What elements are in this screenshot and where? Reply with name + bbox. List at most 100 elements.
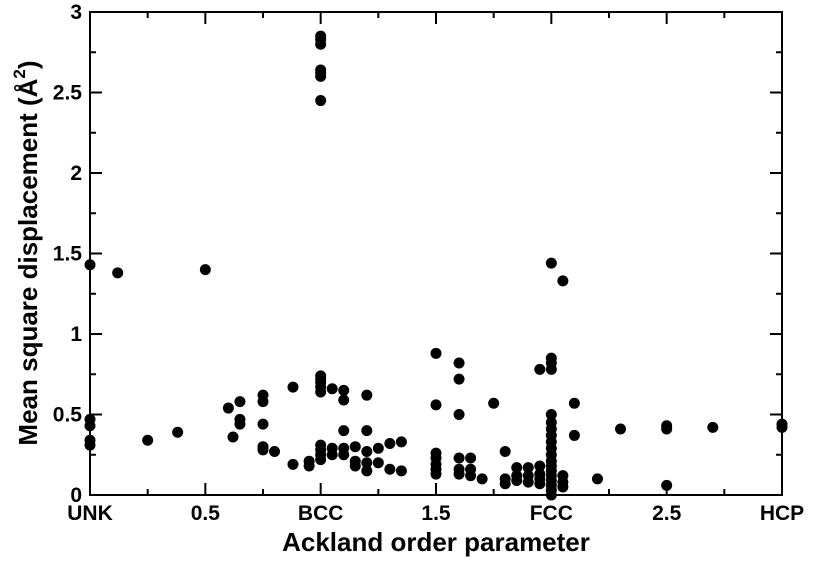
data-point bbox=[557, 275, 569, 287]
y-tick-label: 3 bbox=[70, 1, 82, 24]
data-point bbox=[545, 489, 557, 501]
y-tick-label: 2 bbox=[70, 162, 82, 185]
y-axis-title-text: Mean square displacement (Å bbox=[13, 78, 43, 445]
data-point bbox=[372, 457, 384, 469]
x-tick-label: BCC bbox=[298, 502, 344, 525]
data-point bbox=[465, 470, 477, 482]
y-tick-label: 1.5 bbox=[53, 243, 83, 266]
data-point bbox=[361, 457, 373, 469]
data-point bbox=[287, 381, 299, 393]
data-point bbox=[522, 476, 534, 488]
x-tick-label: FCC bbox=[530, 502, 573, 525]
data-point bbox=[661, 479, 673, 491]
x-tick-label: HCP bbox=[760, 502, 804, 525]
x-tick-label: 0.5 bbox=[191, 502, 221, 525]
data-point bbox=[776, 421, 788, 433]
data-point bbox=[361, 425, 373, 437]
data-point bbox=[534, 363, 546, 375]
data-point bbox=[287, 458, 299, 470]
data-point bbox=[326, 383, 338, 395]
data-point bbox=[568, 397, 580, 409]
data-point bbox=[315, 95, 327, 107]
data-point bbox=[338, 384, 350, 396]
data-point bbox=[476, 473, 488, 485]
data-point bbox=[615, 423, 627, 435]
data-point bbox=[534, 478, 546, 490]
data-point bbox=[222, 402, 234, 414]
data-point bbox=[84, 259, 96, 271]
data-point bbox=[453, 452, 465, 464]
data-point bbox=[430, 347, 442, 359]
data-point bbox=[430, 468, 442, 480]
data-point bbox=[338, 425, 350, 437]
data-point bbox=[453, 409, 465, 420]
data-point bbox=[315, 454, 327, 466]
data-point bbox=[453, 468, 465, 480]
data-point bbox=[338, 449, 350, 461]
data-point bbox=[84, 420, 96, 432]
data-point bbox=[338, 394, 350, 406]
data-point bbox=[545, 363, 557, 375]
y-tick-label: 0 bbox=[70, 484, 82, 507]
data-point bbox=[257, 444, 269, 456]
data-point bbox=[395, 436, 407, 448]
data-point bbox=[227, 431, 239, 443]
data-point bbox=[488, 397, 500, 409]
data-point bbox=[315, 38, 327, 50]
data-point bbox=[545, 257, 557, 269]
y-tick-label: 2.5 bbox=[53, 82, 83, 105]
x-axis-title: Ackland order parameter bbox=[282, 527, 590, 557]
data-point bbox=[361, 446, 373, 458]
data-point bbox=[534, 460, 546, 472]
x-tick-label: UNK bbox=[67, 502, 113, 525]
data-point bbox=[349, 441, 361, 453]
data-point bbox=[361, 389, 373, 401]
data-point bbox=[522, 462, 534, 474]
data-point bbox=[303, 460, 315, 472]
tick-labels: UNK 0.5 BCC 1.5 FCC 2.5 HCP 0 0.5 1 1.5 2 2.5 3 bbox=[53, 1, 804, 525]
data-point bbox=[430, 399, 442, 411]
data-point bbox=[557, 481, 569, 493]
data-point bbox=[511, 462, 523, 474]
axis-ticks bbox=[89, 11, 783, 496]
data-point bbox=[661, 423, 673, 435]
data-point bbox=[395, 465, 407, 477]
data-point bbox=[172, 426, 184, 438]
x-tick-label: 2.5 bbox=[652, 502, 682, 525]
data-point bbox=[326, 449, 338, 461]
data-point bbox=[257, 396, 269, 408]
y-axis-title-superscript: 2 bbox=[10, 69, 29, 78]
data-point bbox=[361, 465, 373, 477]
data-point bbox=[257, 418, 269, 430]
data-point bbox=[315, 70, 327, 82]
data-point bbox=[84, 439, 96, 451]
data-point bbox=[545, 409, 557, 420]
data-point bbox=[591, 473, 603, 485]
data-point bbox=[499, 478, 511, 490]
data-point bbox=[453, 357, 465, 369]
x-tick-label: 1.5 bbox=[421, 502, 451, 525]
data-point bbox=[384, 463, 396, 475]
data-point bbox=[234, 396, 246, 408]
data-point bbox=[315, 386, 327, 398]
y-tick-label: 0.5 bbox=[53, 404, 83, 427]
y-axis-title: Mean square displacement (Å2) bbox=[10, 60, 43, 445]
data-point bbox=[112, 267, 124, 279]
data-point bbox=[465, 452, 477, 464]
data-point bbox=[234, 418, 246, 430]
data-point bbox=[372, 442, 384, 454]
data-point bbox=[707, 421, 719, 433]
plot-frame bbox=[89, 11, 783, 496]
data-points bbox=[84, 30, 788, 501]
data-point bbox=[142, 434, 154, 446]
data-point bbox=[384, 437, 396, 449]
data-point bbox=[511, 475, 523, 487]
data-point bbox=[568, 429, 580, 441]
data-point bbox=[453, 373, 465, 385]
y-tick-label: 1 bbox=[70, 323, 82, 346]
data-point bbox=[499, 446, 511, 458]
data-point bbox=[199, 264, 211, 276]
data-point bbox=[349, 460, 361, 472]
y-axis-title-close: ) bbox=[13, 60, 43, 69]
